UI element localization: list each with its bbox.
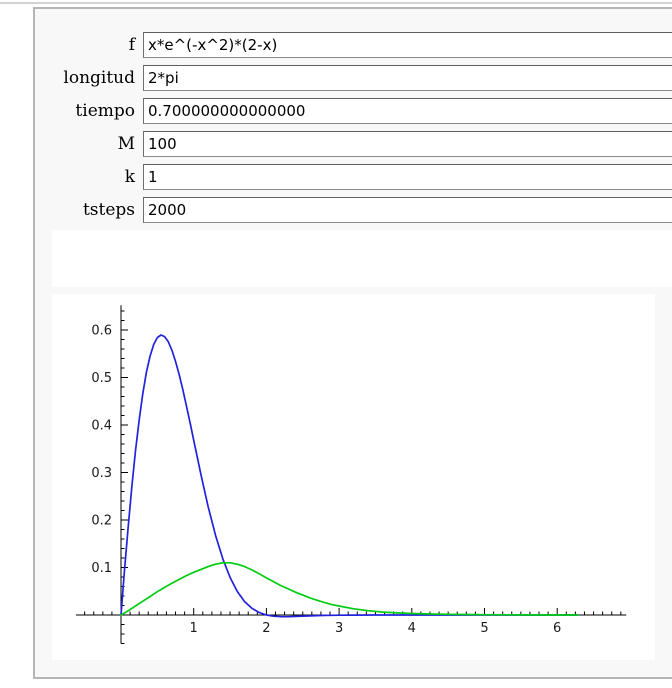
field-row-k: k	[35, 160, 672, 193]
field-row-M: M	[35, 127, 672, 160]
y-tick-label: 0.4	[91, 419, 112, 434]
field-input-tsteps[interactable]	[143, 196, 672, 223]
plot-output: 1 2 3 4 5 6 0.1 0.2 0.3 0.4 0.5 0.6	[52, 294, 655, 660]
line-plot: 1 2 3 4 5 6 0.1 0.2 0.3 0.4 0.5 0.6	[75, 305, 627, 644]
x-tick-label: 4	[408, 621, 416, 636]
interact-controls: f longitud tiempo M k tsteps	[35, 28, 672, 226]
cell-divider-rule	[0, 2, 672, 4]
y-tick-label: 0.6	[91, 324, 112, 339]
field-input-f[interactable]	[143, 31, 672, 58]
field-input-longitud[interactable]	[143, 64, 672, 91]
field-input-k[interactable]	[143, 163, 672, 190]
field-row-longitud: longitud	[35, 61, 672, 94]
y-tick-label: 0.3	[91, 466, 112, 481]
y-tick-label: 0.1	[91, 561, 112, 576]
x-tick-label: 5	[480, 621, 488, 636]
y-tick-label: 0.2	[91, 514, 112, 529]
field-label-longitud: longitud	[63, 67, 135, 88]
x-tick-label: 1	[190, 621, 198, 636]
green-curve-solution	[120, 561, 579, 616]
interact-panel: f longitud tiempo M k tsteps 1 2 3 4 5 6 0.1 0.…	[33, 7, 672, 679]
output-blank-strip	[52, 230, 672, 287]
field-row-tiempo: tiempo	[35, 94, 672, 127]
field-row-tsteps: tsteps	[35, 193, 672, 226]
field-row-f: f	[35, 28, 672, 61]
blue-curve-initial-condition	[120, 334, 579, 618]
x-tick-label: 3	[335, 621, 343, 636]
field-label-tsteps: tsteps	[82, 199, 135, 220]
field-label-k: k	[124, 166, 135, 187]
x-tick-label: 2	[262, 621, 270, 636]
field-input-tiempo[interactable]	[143, 97, 672, 124]
x-tick-label: 6	[553, 621, 561, 636]
field-input-M[interactable]	[143, 130, 672, 157]
field-label-tiempo: tiempo	[75, 100, 135, 121]
field-label-f: f	[128, 34, 135, 55]
y-tick-label: 0.5	[91, 371, 112, 386]
field-label-M: M	[117, 133, 135, 154]
